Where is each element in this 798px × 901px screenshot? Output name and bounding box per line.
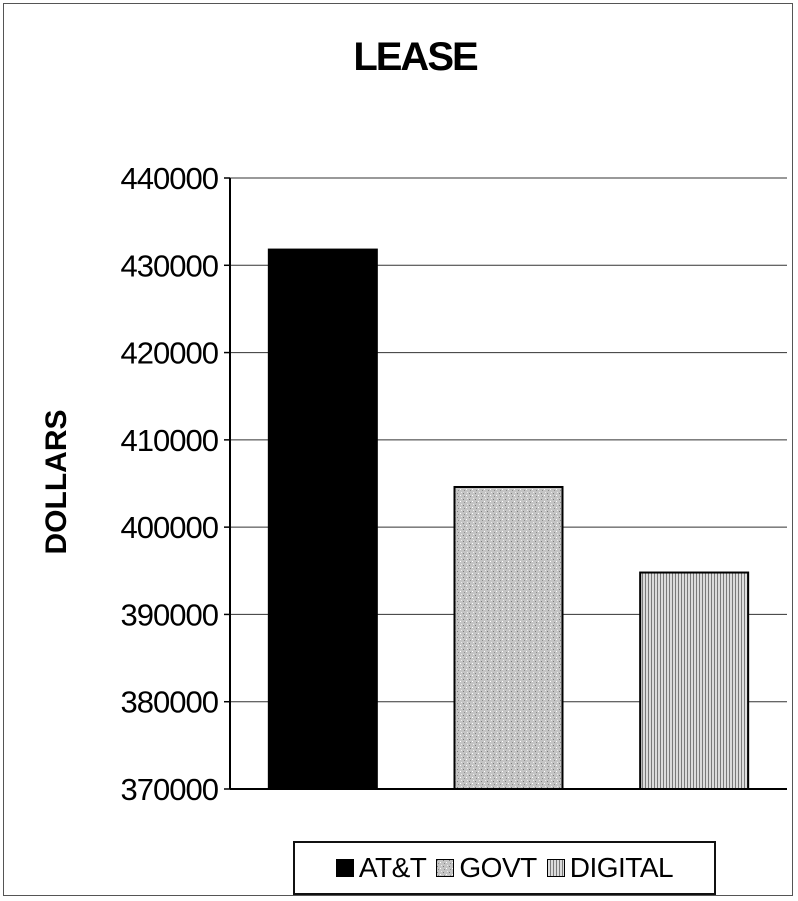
- legend-item-govt: GOVT: [436, 852, 537, 884]
- y-tick-label: 370000: [121, 772, 219, 807]
- y-tick-label: 390000: [121, 597, 219, 632]
- legend-label-att: AT&T: [358, 852, 427, 883]
- legend: AT&T GOVT DIGITAL: [293, 841, 716, 895]
- bar-digital: [639, 571, 750, 790]
- legend-swatch-govt: [436, 859, 455, 877]
- y-tick-label: 440000: [121, 161, 219, 196]
- legend-swatch-att: [335, 859, 354, 877]
- y-axis-label: DOLLARS: [40, 410, 73, 555]
- y-tick-label: 430000: [121, 248, 219, 283]
- bar-att: [267, 248, 378, 790]
- legend-swatch-digital: [546, 859, 565, 877]
- chart-title: LEASE: [353, 35, 478, 79]
- legend-label-govt: GOVT: [459, 852, 537, 883]
- y-tick-label: 400000: [121, 510, 219, 545]
- legend-item-digital: DIGITAL: [546, 852, 674, 884]
- legend-item-att: AT&T: [335, 852, 427, 884]
- y-tick-label: 380000: [121, 685, 219, 720]
- y-tick-label: 410000: [121, 423, 219, 458]
- y-tick-label: 420000: [121, 336, 219, 371]
- legend-label-digital: DIGITAL: [569, 852, 674, 883]
- bar-govt: [453, 485, 564, 790]
